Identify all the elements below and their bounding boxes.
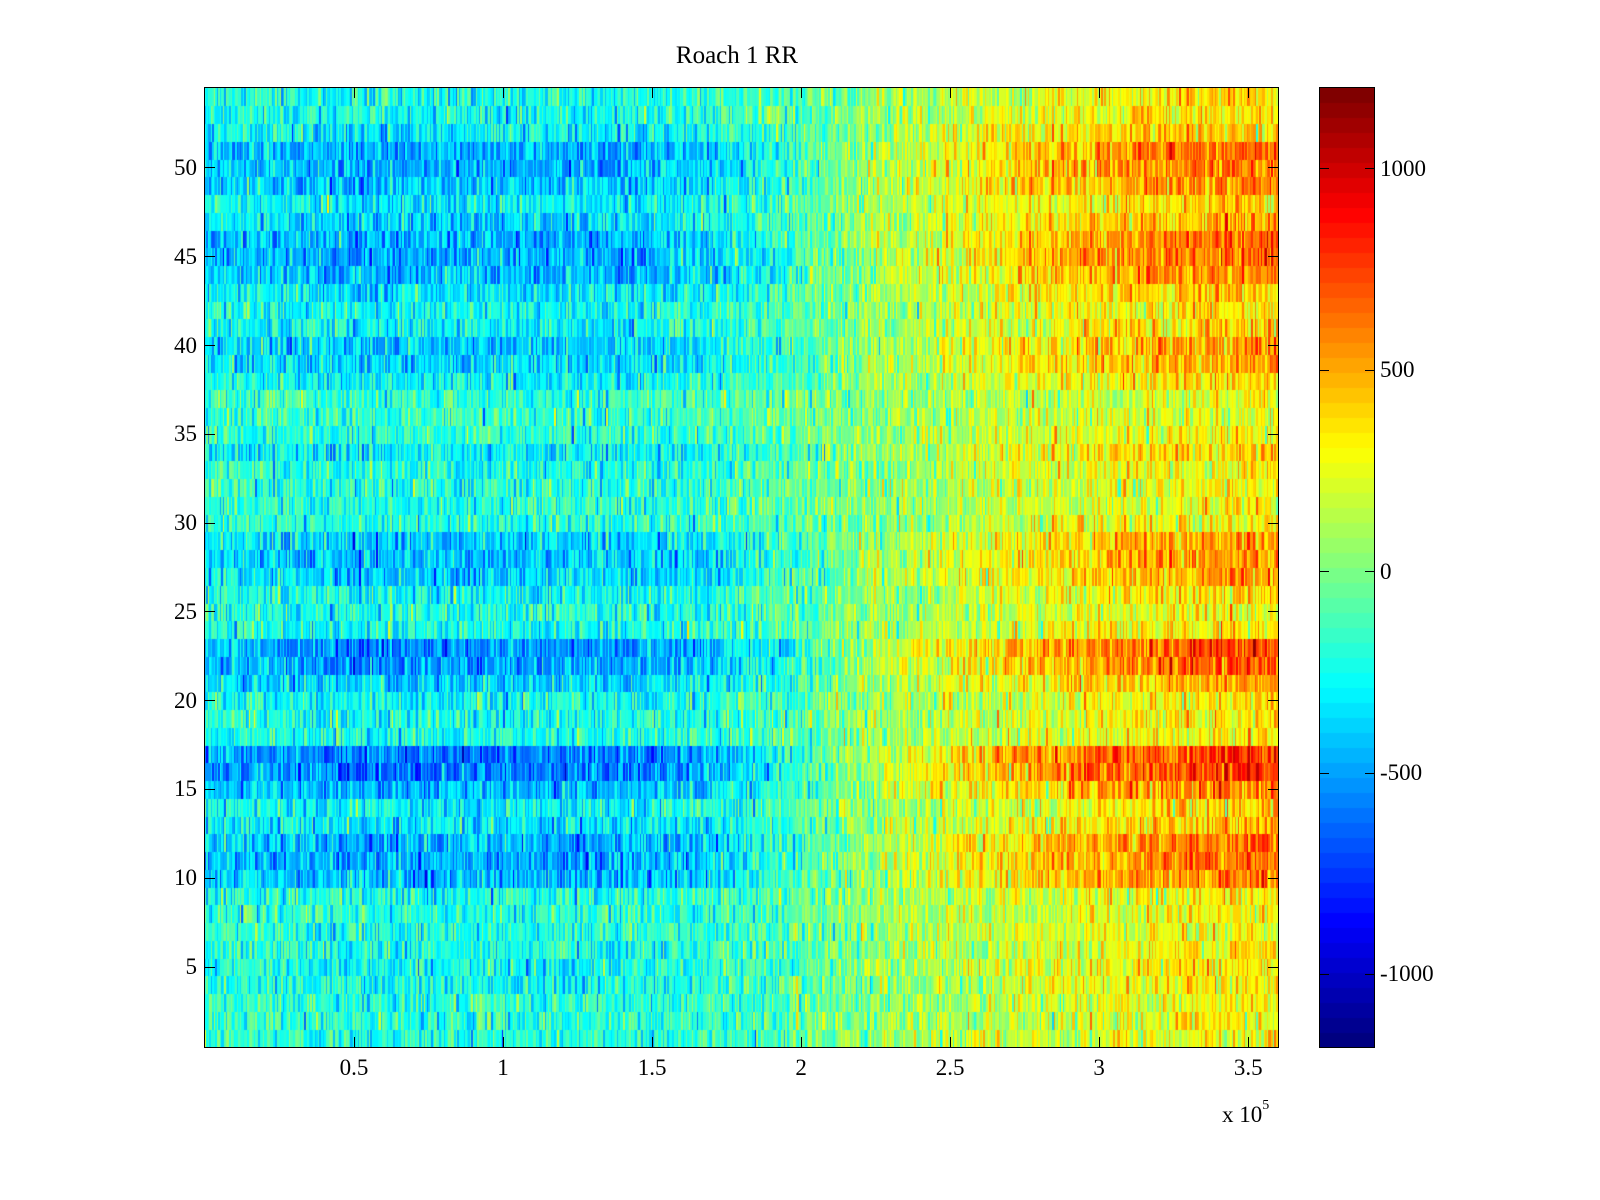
x-tick-mark bbox=[1098, 1037, 1100, 1047]
y-tick-mark-right bbox=[1268, 877, 1278, 879]
y-tick-label: 30 bbox=[174, 510, 197, 536]
y-tick-mark bbox=[205, 167, 215, 169]
x-exponent-label: x 105 bbox=[1222, 1098, 1269, 1128]
x-tick-mark-top bbox=[800, 88, 802, 98]
x-tick-mark bbox=[502, 1037, 504, 1047]
y-tick-mark bbox=[205, 433, 215, 435]
x-tick-label: 3.5 bbox=[1233, 1055, 1263, 1080]
x-tick-mark bbox=[353, 1037, 355, 1047]
y-tick-mark bbox=[205, 522, 215, 524]
y-tick-mark bbox=[205, 700, 215, 702]
x-tick-mark-top bbox=[1247, 88, 1249, 98]
y-tick-mark-right bbox=[1268, 611, 1278, 613]
colorbar-tick-mark bbox=[1320, 571, 1329, 573]
y-tick-label: 50 bbox=[174, 154, 197, 180]
colorbar-tick-mark-right bbox=[1365, 772, 1374, 774]
y-tick-mark-right bbox=[1268, 345, 1278, 346]
x-tick-mark bbox=[651, 1037, 653, 1047]
y-tick-label: 5 bbox=[185, 954, 198, 980]
colorbar-tick-label: -500 bbox=[1380, 760, 1423, 785]
y-tick-mark-right bbox=[1268, 522, 1278, 524]
x-tick-mark-top bbox=[1098, 88, 1100, 98]
x-tick-mark-top bbox=[651, 88, 653, 98]
x-tick-mark-top bbox=[949, 88, 951, 98]
y-tick-mark bbox=[205, 966, 215, 968]
y-tick-label: 45 bbox=[174, 243, 197, 269]
colorbar-tick-mark bbox=[1320, 973, 1329, 975]
chart-title: Roach 1 RR bbox=[675, 42, 799, 69]
x-tick-mark bbox=[1247, 1037, 1249, 1047]
x-tick-mark bbox=[800, 1037, 802, 1047]
y-tick-label: 15 bbox=[174, 776, 197, 802]
x-tick-mark-top bbox=[502, 88, 504, 98]
colorbar-tick-mark bbox=[1320, 772, 1329, 774]
y-tick-mark-right bbox=[1268, 700, 1278, 702]
colorbar bbox=[1320, 88, 1374, 1047]
y-tick-mark-right bbox=[1268, 167, 1278, 169]
colorbar-tick-label: 1000 bbox=[1380, 155, 1426, 181]
x-exponent-base: x 10 bbox=[1222, 1102, 1263, 1127]
y-tick-mark bbox=[205, 256, 215, 258]
y-tick-mark bbox=[205, 788, 215, 790]
x-tick-label: 0.5 bbox=[339, 1055, 369, 1080]
x-tick-label: 3 bbox=[1093, 1055, 1105, 1080]
heatmap-cells bbox=[205, 88, 1278, 1047]
y-tick-mark-right bbox=[1268, 256, 1278, 258]
x-tick-label: 1.5 bbox=[637, 1055, 667, 1080]
y-tick-label: 35 bbox=[174, 421, 197, 447]
y-tick-mark bbox=[205, 611, 215, 613]
y-tick-mark-right bbox=[1268, 433, 1278, 435]
x-exponent-power: 5 bbox=[1262, 1098, 1270, 1114]
x-tick-mark-top bbox=[353, 88, 355, 98]
x-tick-label: 1 bbox=[497, 1055, 509, 1080]
colorbar-tick-mark bbox=[1320, 369, 1329, 371]
x-tick-label: 2.5 bbox=[935, 1055, 965, 1080]
y-tick-mark bbox=[205, 877, 215, 879]
y-tick-mark bbox=[205, 345, 215, 346]
colorbar-gradient bbox=[1320, 88, 1374, 1047]
y-tick-mark-right bbox=[1268, 788, 1278, 790]
x-tick-mark bbox=[949, 1037, 951, 1047]
colorbar-tick-label: 500 bbox=[1380, 357, 1415, 383]
colorbar-tick-label: -1000 bbox=[1380, 961, 1434, 987]
x-tick-label: 2 bbox=[795, 1055, 807, 1080]
y-tick-label: 20 bbox=[174, 687, 197, 713]
y-tick-mark-right bbox=[1268, 966, 1278, 968]
colorbar-tick-mark-right bbox=[1365, 571, 1374, 573]
y-tick-label: 40 bbox=[174, 332, 197, 358]
colorbar-tick-mark-right bbox=[1365, 973, 1374, 975]
colorbar-tick-mark bbox=[1320, 168, 1329, 170]
heatmap-plot-area bbox=[205, 88, 1278, 1047]
colorbar-tick-label: 0 bbox=[1380, 558, 1392, 584]
colorbar-tick-mark-right bbox=[1365, 369, 1374, 371]
y-tick-label: 10 bbox=[174, 865, 197, 891]
y-tick-label: 25 bbox=[174, 598, 197, 624]
colorbar-tick-mark-right bbox=[1365, 168, 1374, 170]
